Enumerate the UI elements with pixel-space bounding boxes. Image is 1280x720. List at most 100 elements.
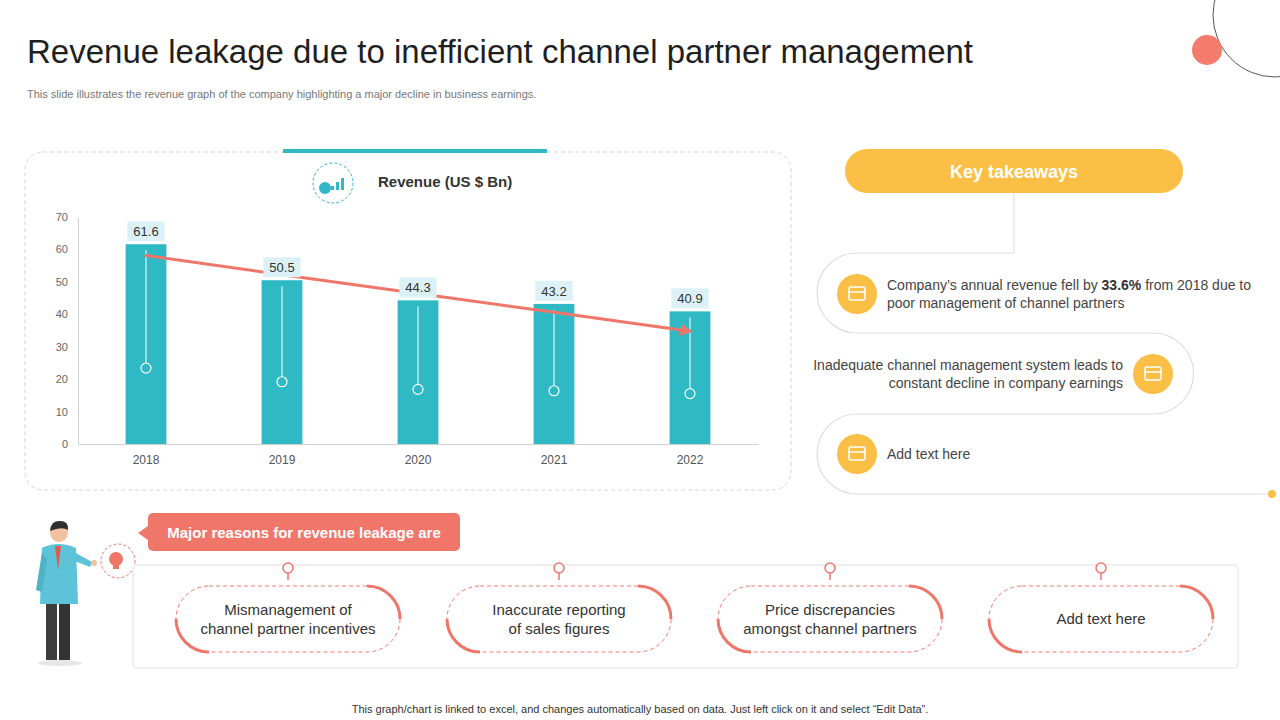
emphasis: 33.6% (1098, 277, 1142, 293)
text-run: partners (1069, 295, 1124, 311)
bar (126, 244, 167, 444)
text-line: Inaccurate reporting (492, 601, 625, 618)
data-label: 43.2 (535, 281, 572, 301)
text-run: by (1079, 277, 1098, 293)
reason-text: Inaccurate reportingof sales figures (492, 601, 625, 637)
text-run: leads (1070, 357, 1107, 373)
bar-decoration (549, 386, 559, 396)
bar-decoration (141, 363, 151, 373)
bar (534, 304, 575, 444)
takeaway-icon (837, 274, 877, 314)
text-run: constant (889, 375, 942, 391)
bar-decoration (685, 389, 695, 399)
reasons-panel (133, 565, 1238, 668)
reason-pill-accent (1180, 586, 1213, 619)
chart-title: Revenue (US $ Bn) (378, 173, 512, 190)
data-label-text: 44.3 (405, 280, 430, 295)
tick: 2020 (405, 444, 432, 467)
text-run: here (938, 446, 970, 462)
text-run: management (936, 357, 1022, 373)
connector-dot (1268, 490, 1276, 498)
tick-label: 0 (62, 438, 68, 450)
reason-pin (283, 563, 293, 580)
tick: 60 (56, 243, 78, 255)
bar-decoration (554, 310, 555, 386)
deco-ring (1213, 0, 1280, 77)
takeaways-header-bg (845, 149, 1183, 193)
bar-decoration (282, 286, 283, 377)
reason-pill (718, 586, 942, 652)
text-run: text (912, 446, 939, 462)
takeaway-frames (817, 253, 1270, 494)
text-run: 2018 (1173, 277, 1208, 293)
tick: 2022 (677, 444, 704, 467)
text-line: Add text here (1056, 610, 1145, 627)
reason-icon (101, 544, 135, 578)
data-label: 50.5 (263, 257, 300, 277)
axis-line (78, 218, 79, 445)
reason-pill-accent (989, 619, 1022, 652)
x-axis: 20182019202020212022 (79, 444, 759, 467)
tick-label: 50 (56, 276, 68, 288)
reason-pin (554, 563, 564, 580)
tick: 10 (56, 406, 78, 418)
reason-text: Add text here (1056, 610, 1145, 627)
text-run: Add (887, 446, 912, 462)
text-run: earnings (1065, 375, 1123, 391)
reason-text: Price discrepanciesamongst channel partn… (743, 601, 916, 637)
tick-label: 70 (56, 211, 68, 223)
text-run: Company’s (887, 277, 957, 293)
tick: 20 (56, 373, 78, 385)
page: Revenue leakage due to inefficient chann… (0, 0, 1280, 720)
data-label-text: 61.6 (133, 224, 158, 239)
axis-line (79, 444, 759, 445)
data-label-bg (535, 281, 572, 301)
chart-icon (313, 163, 353, 203)
text-run: revenue (1003, 277, 1058, 293)
data-label-text: 50.5 (269, 260, 294, 275)
data-label-text: 43.2 (541, 284, 566, 299)
text-run: channel (883, 357, 936, 373)
data-labels: 61.650.544.343.240.9 (127, 221, 708, 308)
tick: 2019 (269, 444, 296, 467)
data-label-bg (671, 288, 708, 308)
data-label: 44.3 (399, 277, 436, 297)
reason-pill-accent (367, 586, 400, 619)
trend-line (146, 256, 690, 332)
bar-decoration (418, 306, 419, 384)
text-run: to (1235, 277, 1251, 293)
deco-dot (1192, 35, 1222, 65)
tick-label: 30 (56, 341, 68, 353)
reason-pill (989, 586, 1213, 652)
tick: 0 (62, 438, 78, 450)
text-line: Price discrepancies (765, 601, 895, 618)
text-run: system (1022, 357, 1070, 373)
connector (1014, 193, 1015, 253)
text-run: company (1005, 375, 1066, 391)
text-run: to (1107, 357, 1123, 373)
takeaway-text: Inadequate channel management system lea… (813, 357, 1123, 391)
text-run: channel (1016, 295, 1069, 311)
panel-accent (283, 149, 547, 153)
reasons-header: Major reasons for revenue leakage are (167, 524, 440, 541)
data-label-bg (263, 257, 300, 277)
bar-decoration (413, 384, 423, 394)
tick: 2018 (133, 444, 160, 467)
tick: 50 (56, 276, 78, 288)
takeaway-icon (1133, 354, 1173, 394)
tick-label: 2018 (133, 453, 160, 467)
tick: 40 (56, 308, 78, 320)
reasons-header-pointer (138, 526, 148, 540)
text-run: due (1208, 277, 1235, 293)
takeaway-text: Add text here (887, 446, 971, 462)
tick-label: 20 (56, 373, 68, 385)
tick-label: 60 (56, 243, 68, 255)
reason-pin (825, 563, 835, 580)
tick-label: 10 (56, 406, 68, 418)
bar (262, 280, 303, 444)
bar-decoration (146, 250, 147, 363)
plot-area (126, 244, 711, 444)
chart-panel (25, 152, 791, 490)
takeaway-icon (837, 434, 877, 474)
reason-pill-accent (638, 586, 671, 619)
